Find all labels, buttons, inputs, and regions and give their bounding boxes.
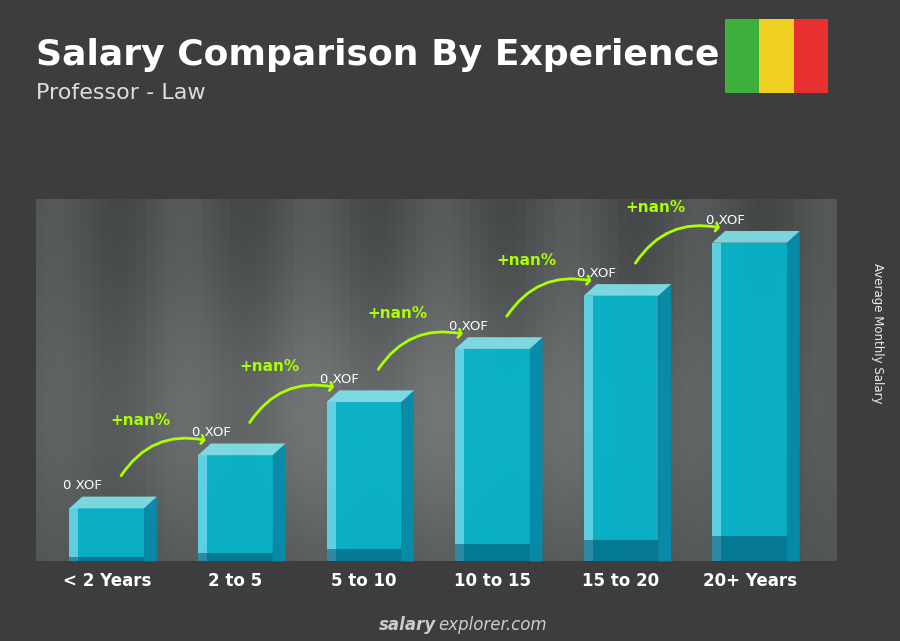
Text: 0 XOF: 0 XOF	[706, 213, 744, 227]
FancyBboxPatch shape	[759, 19, 794, 93]
Text: Salary Comparison By Experience: Salary Comparison By Experience	[36, 38, 719, 72]
Text: 0 XOF: 0 XOF	[577, 267, 616, 280]
Text: +nan%: +nan%	[368, 306, 428, 321]
Polygon shape	[787, 231, 800, 562]
Text: +nan%: +nan%	[625, 200, 685, 215]
Bar	[69, 508, 144, 562]
Bar	[712, 536, 787, 562]
Bar	[198, 455, 207, 562]
Polygon shape	[198, 444, 285, 455]
FancyBboxPatch shape	[794, 19, 828, 93]
Text: +nan%: +nan%	[497, 253, 556, 268]
Bar	[455, 349, 530, 562]
Text: salary: salary	[379, 616, 436, 634]
Bar	[69, 557, 144, 562]
Polygon shape	[455, 337, 543, 349]
Bar	[712, 243, 721, 562]
Text: Professor - Law: Professor - Law	[36, 83, 205, 103]
Text: explorer.com: explorer.com	[438, 616, 547, 634]
Polygon shape	[530, 337, 543, 562]
Bar	[327, 402, 336, 562]
Polygon shape	[712, 231, 800, 243]
Text: 0 XOF: 0 XOF	[320, 373, 359, 386]
Text: 0 XOF: 0 XOF	[449, 320, 488, 333]
Polygon shape	[584, 284, 671, 296]
FancyBboxPatch shape	[724, 19, 759, 93]
Bar	[712, 243, 787, 562]
Text: 0 XOF: 0 XOF	[192, 426, 230, 439]
Bar	[584, 540, 658, 562]
Bar	[584, 296, 593, 562]
Text: 0 XOF: 0 XOF	[63, 479, 102, 492]
Polygon shape	[658, 284, 671, 562]
Text: +nan%: +nan%	[239, 360, 300, 374]
Bar	[455, 544, 530, 562]
Bar	[69, 508, 78, 562]
Polygon shape	[327, 390, 414, 402]
Bar	[198, 455, 273, 562]
Bar	[455, 349, 464, 562]
Text: +nan%: +nan%	[111, 413, 171, 428]
Polygon shape	[273, 444, 285, 562]
Polygon shape	[401, 390, 414, 562]
Bar	[198, 553, 273, 562]
Text: Average Monthly Salary: Average Monthly Salary	[871, 263, 884, 404]
Polygon shape	[144, 497, 157, 562]
Bar	[327, 549, 401, 562]
Bar	[327, 402, 401, 562]
Bar	[584, 296, 658, 562]
Polygon shape	[69, 497, 157, 508]
